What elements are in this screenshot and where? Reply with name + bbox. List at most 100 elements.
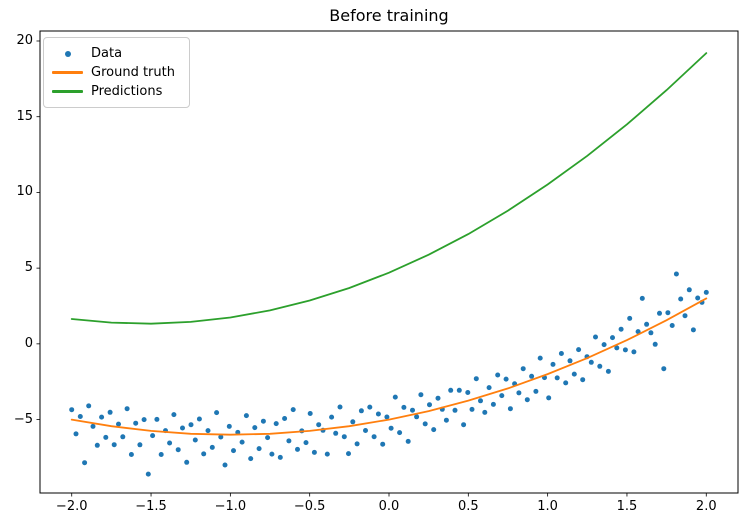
data-point xyxy=(124,406,130,412)
chart-title: Before training xyxy=(329,6,449,25)
y-tick-label: 10 xyxy=(16,184,33,200)
data-point xyxy=(303,440,309,446)
y-tick-label: 5 xyxy=(24,260,33,276)
data-point xyxy=(231,448,236,454)
data-point xyxy=(282,416,288,421)
data-point xyxy=(175,447,181,453)
data-point xyxy=(550,361,556,367)
data-point xyxy=(490,401,496,407)
data-point xyxy=(341,434,347,440)
data-point xyxy=(367,404,373,410)
data-point xyxy=(201,451,207,457)
data-point xyxy=(209,444,215,450)
data-point xyxy=(524,397,530,403)
data-point xyxy=(265,435,271,441)
data-point xyxy=(69,407,75,413)
data-point xyxy=(154,416,160,422)
data-point xyxy=(567,358,573,364)
ground-truth-line xyxy=(70,297,708,436)
data-point xyxy=(358,408,364,414)
x-tick-label: 2.0 xyxy=(695,499,717,514)
data-point xyxy=(116,421,121,427)
data-point xyxy=(495,372,501,378)
data-point xyxy=(469,406,475,412)
x-tick-label: −0.5 xyxy=(293,499,326,514)
data-point xyxy=(290,407,296,413)
data-point xyxy=(243,413,249,419)
data-point xyxy=(350,419,356,425)
data-point xyxy=(188,422,194,428)
data-point xyxy=(669,323,675,328)
data-point xyxy=(167,440,173,446)
x-tick-label: 1.0 xyxy=(537,499,558,514)
data-point xyxy=(205,428,211,434)
data-point xyxy=(111,442,117,448)
data-point xyxy=(107,409,113,415)
data-point xyxy=(648,330,654,336)
data-point xyxy=(218,434,224,440)
data-point xyxy=(384,414,390,420)
data-point xyxy=(554,375,560,381)
data-point xyxy=(103,434,109,440)
x-tick-label: 0.0 xyxy=(378,499,400,514)
data-point xyxy=(226,423,232,429)
data-point xyxy=(516,390,522,396)
data-point xyxy=(82,460,88,466)
data-point xyxy=(269,451,275,457)
data-point xyxy=(248,456,254,462)
data-point xyxy=(588,359,594,365)
data-point xyxy=(414,414,420,420)
y-tick-label: −5 xyxy=(13,411,33,427)
data-point xyxy=(311,449,317,455)
data-point xyxy=(346,451,351,457)
data-point xyxy=(473,376,479,382)
data-point xyxy=(614,345,620,351)
x-tick-label: −2.0 xyxy=(55,499,88,514)
data-point xyxy=(597,363,603,369)
data-point xyxy=(631,349,637,355)
data-point xyxy=(503,376,509,382)
data-point xyxy=(499,393,505,399)
data-point xyxy=(635,329,641,335)
data-point xyxy=(128,452,134,457)
ground-truth-line-icon xyxy=(52,71,83,74)
data-point xyxy=(695,295,701,301)
y-tick-label: 0 xyxy=(24,335,33,351)
data-point xyxy=(333,430,339,436)
data-point xyxy=(431,427,437,433)
data-point xyxy=(571,371,577,377)
legend-item-data: Data xyxy=(44,44,189,63)
data-point xyxy=(252,425,258,431)
legend-label-predictions: Predictions xyxy=(91,84,163,99)
data-point xyxy=(171,412,177,418)
data-point xyxy=(558,351,564,356)
data-point xyxy=(673,271,679,277)
data-point xyxy=(324,451,330,457)
legend-item-predictions: Predictions xyxy=(44,82,189,101)
data-point xyxy=(546,395,552,401)
x-tick-label: 1.5 xyxy=(616,499,638,514)
data-point xyxy=(622,347,628,353)
data-point xyxy=(576,347,582,353)
data-point xyxy=(86,403,92,409)
data-point xyxy=(682,313,688,319)
y-tick-label: 15 xyxy=(16,108,33,124)
data-point xyxy=(405,438,411,444)
data-point xyxy=(397,430,403,436)
data-point xyxy=(307,411,313,416)
data-point xyxy=(196,416,202,422)
data-point xyxy=(537,355,543,361)
data-point xyxy=(529,373,535,379)
data-point xyxy=(401,404,407,410)
data-point xyxy=(192,437,198,443)
data-point xyxy=(90,423,96,429)
data-point xyxy=(141,417,147,423)
data-point xyxy=(422,421,428,427)
legend-item-ground-truth: Ground truth xyxy=(44,63,189,82)
data-point xyxy=(482,409,488,415)
data-point xyxy=(329,414,335,420)
data-point xyxy=(363,428,368,433)
data-point xyxy=(563,380,569,386)
data-point xyxy=(256,446,262,452)
